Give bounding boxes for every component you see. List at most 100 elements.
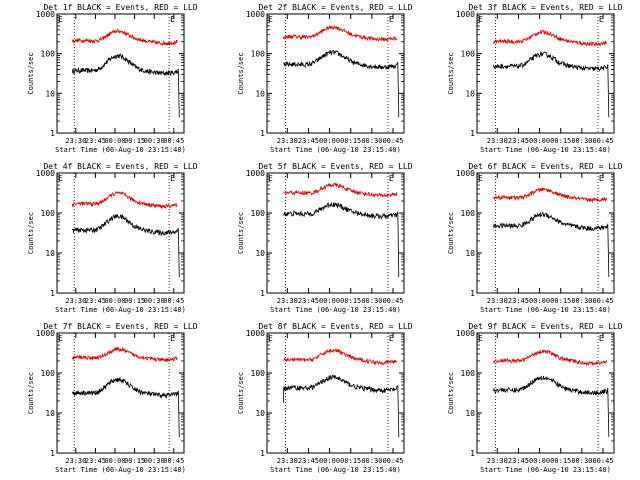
y-axis-label: Counts/sec xyxy=(237,52,245,94)
lld-series-line xyxy=(493,349,608,367)
panel-title: Det 4f BLACK = Events, RED = LLD xyxy=(43,162,197,171)
x-tick-label: 23:45 xyxy=(298,297,319,305)
marker-label: E xyxy=(478,334,483,343)
panel-title: Det 2f BLACK = Events, RED = LLD xyxy=(258,3,412,12)
marker-label: E xyxy=(389,174,394,183)
marker-label: E xyxy=(58,174,63,183)
lld-series-line xyxy=(493,186,608,204)
y-tick-label: 1000 xyxy=(456,329,475,338)
x-tick-label: 23:45 xyxy=(298,137,319,145)
x-tick-label: 00:00 xyxy=(319,137,340,145)
y-axis-label: Counts/sec xyxy=(27,52,35,94)
x-tick-label: 00:45 xyxy=(163,137,184,145)
x-tick-label: 00:30 xyxy=(571,457,592,465)
marker-label: E xyxy=(58,334,63,343)
x-tick-label: 00:45 xyxy=(592,457,613,465)
x-tick-label: 00:45 xyxy=(382,137,403,145)
detector-panel-5: Det 5f BLACK = Events, RED = LLD 1 10 100 10… xyxy=(237,162,413,314)
lld-series-line xyxy=(71,28,178,47)
lld-series-line xyxy=(493,29,607,47)
y-tick-label: 100 xyxy=(251,209,266,218)
y-tick-label: 10 xyxy=(465,249,475,258)
x-tick-label: 00:15 xyxy=(340,297,361,305)
x-tick-label: 00:15 xyxy=(340,457,361,465)
x-tick-label: 00:00 xyxy=(529,137,550,145)
x-tick-label: 00:45 xyxy=(592,297,613,305)
y-tick-label: 10 xyxy=(45,409,55,418)
panel-title: Det 1f BLACK = Events, RED = LLD xyxy=(43,3,197,12)
panel-title: Det 6f BLACK = Events, RED = LLD xyxy=(468,162,622,171)
plot-frame xyxy=(266,332,405,454)
plot-frame xyxy=(476,172,615,294)
x-tick-label: 23:30 xyxy=(277,297,298,305)
lld-series-line xyxy=(283,25,398,42)
y-axis-label: Counts/sec xyxy=(237,372,245,414)
plot-frame xyxy=(266,172,405,294)
x-tick-label: 00:00 xyxy=(104,297,125,305)
y-axis-label: Counts/sec xyxy=(27,372,35,414)
x-tick-label: 00:30 xyxy=(361,297,382,305)
y-tick-label: 1000 xyxy=(246,169,265,178)
marker-label: E xyxy=(599,334,604,343)
panel-title: Det 9f BLACK = Events, RED = LLD xyxy=(468,322,622,331)
x-axis-label: Start Time (06-Aug-10 23:15:40) xyxy=(270,146,401,154)
y-tick-label: 1 xyxy=(260,449,265,458)
lld-series-line xyxy=(283,182,398,199)
marker-label: E xyxy=(599,15,604,24)
y-tick-label: 10 xyxy=(465,409,475,418)
y-tick-label: 1000 xyxy=(36,10,55,19)
x-tick-label: 00:15 xyxy=(550,457,571,465)
events-series-line xyxy=(283,374,400,438)
x-axis-label: Start Time (06-Aug-10 23:15:40) xyxy=(55,146,186,154)
marker-label: E xyxy=(170,174,175,183)
y-tick-label: 10 xyxy=(45,249,55,258)
detector-panel-4: Det 4f BLACK = Events, RED = LLD 1 10 100 10… xyxy=(27,162,198,314)
marker-label: E xyxy=(170,15,175,24)
y-tick-label: 10 xyxy=(255,409,265,418)
y-tick-label: 100 xyxy=(41,209,56,218)
y-tick-label: 10 xyxy=(45,89,55,98)
y-tick-label: 100 xyxy=(461,209,476,218)
x-axis-label: Start Time (06-Aug-10 23:15:40) xyxy=(480,466,611,474)
y-tick-label: 100 xyxy=(251,369,266,378)
y-tick-label: 10 xyxy=(255,249,265,258)
x-axis-label: Start Time (06-Aug-10 23:15:40) xyxy=(55,306,186,314)
marker-label: E xyxy=(389,15,394,24)
x-axis-label: Start Time (06-Aug-10 23:15:40) xyxy=(270,306,401,314)
y-tick-label: 100 xyxy=(41,369,56,378)
panel-title: Det 3f BLACK = Events, RED = LLD xyxy=(468,3,622,12)
x-axis-label: Start Time (06-Aug-10 23:15:40) xyxy=(480,306,611,314)
y-tick-label: 1000 xyxy=(246,10,265,19)
marker-label: E xyxy=(478,174,483,183)
events-series-line xyxy=(493,375,610,438)
x-tick-label: 00:15 xyxy=(124,137,145,145)
detector-panel-9: Det 9f BLACK = Events, RED = LLD 1 10 100 10… xyxy=(447,322,623,474)
detector-panel-8: Det 8f BLACK = Events, RED = LLD 1 10 100 10… xyxy=(237,322,413,474)
x-tick-label: 00:30 xyxy=(144,457,165,465)
x-tick-label: 00:15 xyxy=(340,137,361,145)
x-tick-label: 00:30 xyxy=(571,297,592,305)
events-series-line xyxy=(493,51,610,118)
lld-series-line xyxy=(283,348,398,366)
plot-frame xyxy=(56,13,185,134)
x-tick-label: 23:45 xyxy=(85,297,106,305)
y-tick-label: 100 xyxy=(461,369,476,378)
x-tick-label: 00:00 xyxy=(319,297,340,305)
x-tick-label: 23:45 xyxy=(508,457,529,465)
x-tick-label: 00:15 xyxy=(550,137,571,145)
x-tick-label: 23:30 xyxy=(65,457,86,465)
plot-frame xyxy=(56,332,185,454)
y-tick-label: 1 xyxy=(470,129,475,138)
y-axis-label: Counts/sec xyxy=(447,372,455,414)
x-tick-label: 00:30 xyxy=(144,297,165,305)
x-tick-label: 00:30 xyxy=(361,457,382,465)
x-tick-label: 00:45 xyxy=(163,297,184,305)
panel-title: Det 7f BLACK = Events, RED = LLD xyxy=(43,322,197,331)
x-tick-label: 23:45 xyxy=(508,297,529,305)
events-series-line xyxy=(283,201,400,278)
detector-panel-3: Det 3f BLACK = Events, RED = LLD 1 10 100 10… xyxy=(447,3,623,154)
x-tick-label: 00:00 xyxy=(104,457,125,465)
marker-label: E xyxy=(599,174,604,183)
y-tick-label: 10 xyxy=(255,89,265,98)
